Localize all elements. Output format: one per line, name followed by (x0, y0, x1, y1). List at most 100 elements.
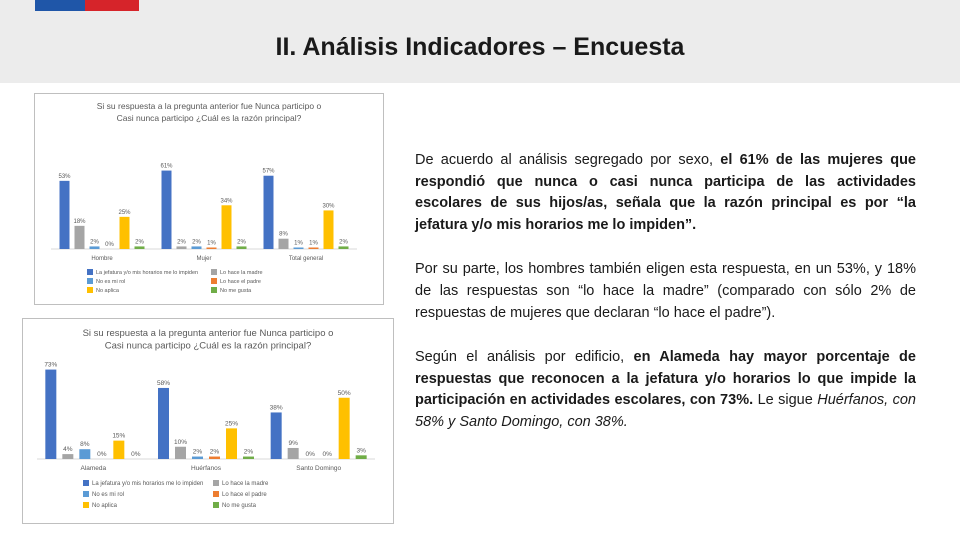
legend-swatch (83, 502, 89, 508)
bar (308, 247, 319, 249)
paragraph-text: Le sigue (753, 392, 818, 409)
paragraph-by-sex: De acuerdo al análisis segregado por sex… (415, 150, 916, 236)
bar (226, 428, 237, 459)
data-label: 18% (73, 219, 86, 225)
data-label: 25% (118, 210, 131, 216)
legend-label: No aplica (92, 503, 118, 509)
legend-label: No aplica (96, 288, 120, 294)
data-label: 2% (339, 239, 348, 245)
data-label: 58% (157, 380, 170, 387)
category-label: Huérfanos (191, 465, 222, 472)
bar (74, 225, 85, 249)
data-label: 2% (237, 239, 246, 245)
data-label: 0% (305, 451, 315, 458)
category-label: Hombre (91, 256, 113, 262)
data-label: 2% (192, 239, 201, 245)
flag-red-stripe (85, 0, 139, 11)
legend-swatch (211, 269, 217, 275)
data-label: 34% (220, 198, 233, 204)
data-label: 15% (112, 433, 125, 440)
legend-label: No es mi rol (92, 492, 124, 498)
header-bar: II. Análisis Indicadores – Encuesta (0, 0, 960, 83)
legend-label: No me gusta (220, 288, 252, 294)
chart-by-sex: Si su respuesta a la pregunta anterior f… (34, 93, 384, 305)
legend-swatch (211, 278, 217, 284)
data-label: 61% (160, 164, 173, 170)
legend-label: Lo hace la madre (222, 481, 269, 487)
bar (236, 246, 247, 249)
category-label: Alameda (81, 465, 107, 472)
bar (263, 175, 274, 249)
legend-swatch (87, 269, 93, 275)
category-label: Total general (289, 256, 323, 262)
data-label: 2% (135, 239, 144, 245)
legend-swatch (83, 491, 89, 497)
data-label: 1% (309, 241, 318, 247)
data-label: 30% (322, 203, 335, 209)
bar (278, 238, 289, 249)
data-label: 2% (177, 239, 186, 245)
chart-by-building: Si su respuesta a la pregunta anterior f… (22, 318, 394, 524)
legend-label: La jefatura y/o mis horarios me lo impid… (96, 270, 198, 276)
paragraph-text: Por su parte, los hombres también eligen… (415, 261, 916, 321)
bar (59, 180, 70, 249)
legend-swatch (211, 287, 217, 293)
bar (221, 205, 232, 249)
data-label: 3% (356, 447, 366, 454)
bar (338, 246, 349, 249)
paragraph-italic: Huérfanos, con 58% y Santo Domingo, con … (415, 392, 916, 430)
data-label: 10% (174, 439, 187, 446)
data-label: 1% (294, 241, 303, 247)
bar (206, 247, 217, 249)
data-label: 2% (90, 239, 99, 245)
bar (79, 449, 91, 459)
data-label: 0% (105, 242, 114, 248)
data-label: 73% (44, 362, 57, 369)
legend-swatch (213, 480, 219, 486)
data-label: 4% (63, 446, 73, 453)
paragraph-highlight: en Alameda hay mayor porcentaje de respu… (415, 349, 916, 409)
bar (293, 247, 304, 249)
legend-swatch (213, 491, 219, 497)
data-label: 1% (207, 241, 216, 247)
data-label: 0% (97, 451, 107, 458)
category-label: Mujer (196, 256, 211, 262)
data-label: 0% (131, 451, 141, 458)
data-label: 2% (210, 449, 220, 456)
bar (45, 369, 57, 459)
chart-title-line: Casi nunca participo ¿Cuál es la razón p… (117, 113, 302, 123)
paragraph-text: De acuerdo al análisis segregado por sex… (415, 152, 721, 168)
paragraph-by-building: Según el análisis por edificio, en Alame… (415, 347, 916, 433)
flag-blue-stripe (35, 0, 85, 11)
data-label: 50% (338, 390, 351, 397)
bar (209, 456, 220, 459)
bar (134, 246, 145, 249)
bar (287, 447, 299, 459)
legend-label: Lo hace el padre (222, 492, 267, 498)
bar (113, 440, 125, 459)
legend-swatch (213, 502, 219, 508)
chart-by-building-svg: Si su respuesta a la pregunta anterior f… (37, 328, 375, 509)
legend-label: Lo hace el padre (220, 279, 261, 285)
bar (323, 210, 334, 249)
data-label: 38% (270, 404, 283, 411)
data-label: 57% (262, 169, 275, 175)
bar (158, 387, 169, 459)
paragraph-highlight: el 61% de las mujeres que respondió que … (415, 152, 917, 233)
legend-label: Lo hace la madre (220, 270, 263, 276)
category-label: Santo Domingo (296, 465, 341, 472)
legend-swatch (87, 287, 93, 293)
legend-swatch (83, 480, 89, 486)
analysis-text: De acuerdo al análisis segregado por sex… (415, 150, 916, 457)
bar (270, 412, 282, 459)
legend-swatch (87, 278, 93, 284)
chart-title-line: Si su respuesta a la pregunta anterior f… (83, 328, 334, 339)
bar (355, 455, 367, 459)
data-label: 8% (279, 232, 288, 238)
bar (192, 456, 203, 459)
page-title: II. Análisis Indicadores – Encuesta (275, 33, 685, 61)
data-label: 9% (288, 440, 298, 447)
bar (175, 446, 186, 459)
bar (243, 456, 254, 459)
data-label: 53% (58, 174, 71, 180)
